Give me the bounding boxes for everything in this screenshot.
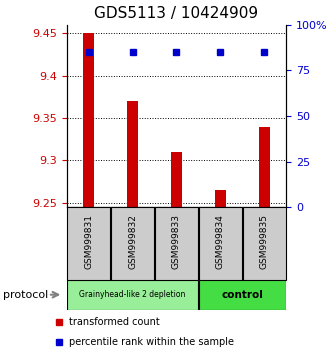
- Bar: [259, 126, 270, 207]
- FancyBboxPatch shape: [155, 207, 198, 280]
- FancyBboxPatch shape: [67, 280, 198, 310]
- FancyBboxPatch shape: [199, 280, 286, 310]
- FancyBboxPatch shape: [111, 207, 154, 280]
- Bar: [83, 33, 94, 207]
- Text: GSM999833: GSM999833: [172, 215, 181, 269]
- Text: protocol: protocol: [3, 290, 49, 300]
- FancyBboxPatch shape: [199, 207, 242, 280]
- Bar: [127, 101, 138, 207]
- Text: transformed count: transformed count: [69, 318, 160, 327]
- Bar: [171, 152, 182, 207]
- FancyBboxPatch shape: [67, 207, 110, 280]
- Text: GSM999832: GSM999832: [128, 215, 137, 269]
- Text: Grainyhead-like 2 depletion: Grainyhead-like 2 depletion: [79, 290, 186, 299]
- Text: GSM999831: GSM999831: [84, 215, 93, 269]
- Text: control: control: [221, 290, 263, 300]
- Bar: [215, 190, 226, 207]
- Text: GSM999835: GSM999835: [260, 215, 269, 269]
- Title: GDS5113 / 10424909: GDS5113 / 10424909: [95, 6, 258, 21]
- Text: percentile rank within the sample: percentile rank within the sample: [69, 337, 233, 347]
- Text: GSM999834: GSM999834: [216, 215, 225, 269]
- FancyBboxPatch shape: [243, 207, 286, 280]
